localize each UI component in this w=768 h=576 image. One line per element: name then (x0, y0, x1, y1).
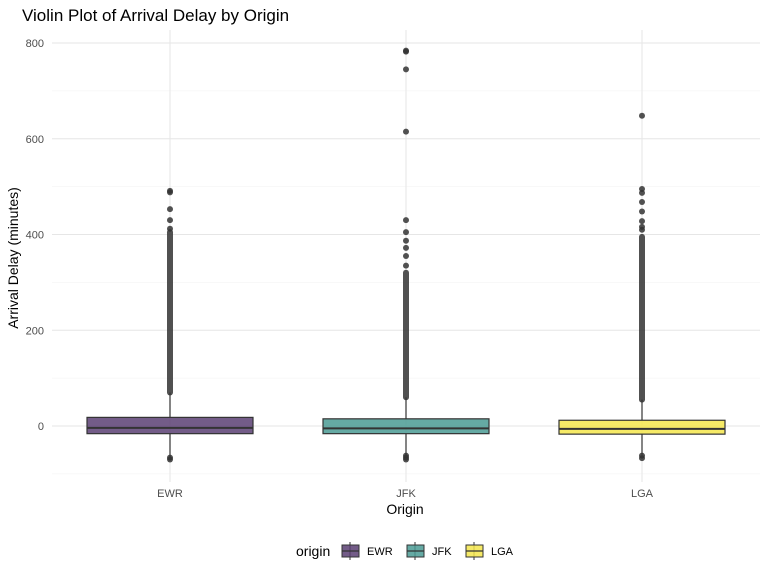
legend-label: LGA (491, 546, 514, 558)
legend-item-lga: LGA (465, 542, 514, 560)
y-axis-title: Arrival Delay (minutes) (5, 187, 21, 329)
outlier-point (639, 223, 645, 230)
x-tick-label: LGA (631, 488, 654, 500)
outlier-point (639, 218, 645, 225)
series-lga (558, 112, 726, 462)
y-tick-label: 0 (38, 421, 44, 433)
legend-label: EWR (367, 546, 393, 558)
outlier-point (639, 208, 645, 215)
y-tick-label: 400 (26, 230, 44, 242)
outlier-point (639, 455, 645, 462)
x-axis-ticks: EWR JFK LGA (157, 488, 654, 500)
legend: origin EWR JFK LGA (296, 542, 514, 560)
outlier-point (403, 229, 409, 236)
outlier-point (167, 456, 173, 463)
y-tick-label: 600 (26, 134, 44, 146)
x-axis-title: Origin (386, 501, 423, 517)
y-tick-label: 800 (26, 38, 44, 50)
series-jfk (322, 47, 490, 463)
outlier-point (403, 66, 409, 73)
legend-item-ewr: EWR (341, 542, 393, 560)
y-tick-label: 200 (26, 325, 44, 337)
box (86, 416, 254, 435)
outlier-point (403, 253, 409, 260)
legend-item-jfk: JFK (406, 542, 452, 560)
outlier-point (639, 186, 645, 193)
x-tick-label: JFK (396, 488, 416, 500)
outlier-point (403, 262, 409, 269)
outlier-point (403, 456, 409, 463)
outlier-point (403, 47, 409, 54)
box (322, 418, 490, 435)
y-axis-ticks: 0 200 400 600 800 (26, 38, 44, 433)
outlier-point (167, 206, 173, 213)
outlier-point (167, 217, 173, 224)
outlier-point (167, 187, 173, 194)
outlier-point (403, 217, 409, 224)
outlier-point (403, 244, 409, 251)
plot-marks (86, 47, 726, 463)
outlier-point (639, 112, 645, 119)
legend-title: origin (296, 543, 330, 559)
chart-title: Violin Plot of Arrival Delay by Origin (22, 6, 289, 25)
outlier-point (403, 237, 409, 244)
outlier-point (639, 198, 645, 205)
box (558, 419, 726, 435)
x-tick-label: EWR (157, 488, 183, 500)
outlier-point (167, 225, 173, 232)
outlier-point (403, 128, 409, 135)
series-ewr (86, 187, 254, 463)
legend-label: JFK (432, 546, 452, 558)
